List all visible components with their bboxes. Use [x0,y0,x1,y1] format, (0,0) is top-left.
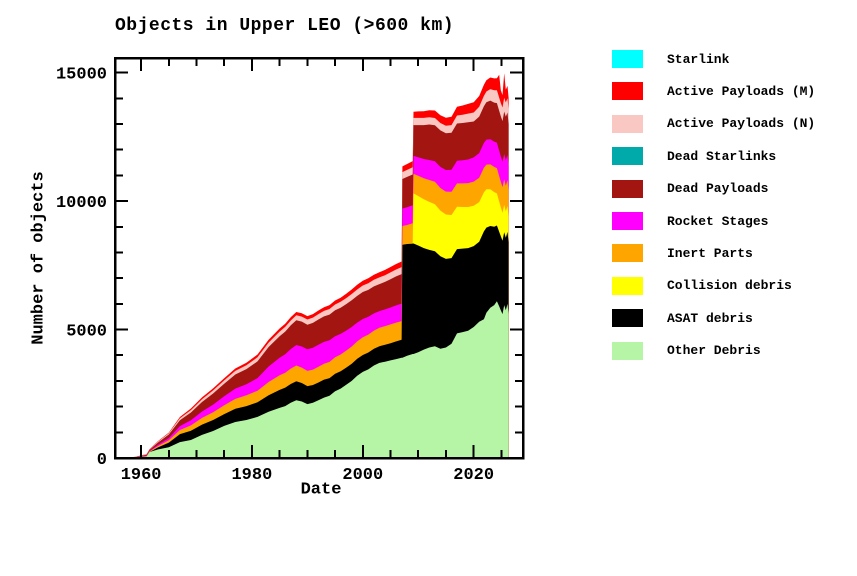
legend-label: Other Debris [667,343,761,359]
legend-label: Rocket Stages [667,213,769,229]
legend-label: Starlink [667,51,730,67]
legend-swatch [612,309,643,328]
legend-label: Active Payloads (M) [667,83,816,99]
plot-frame [113,56,525,460]
legend-swatch [612,114,643,133]
legend-item-inert-parts: Inert Parts [612,244,753,263]
legend-item-dead-payloads: Dead Payloads [612,179,769,198]
legend: Starlink Active Payloads (M) Active Payloa… [612,50,852,380]
legend-swatch [612,341,643,360]
legend-label: ASAT debris [667,310,753,326]
legend-swatch [612,212,643,230]
legend-item-dead-starlinks: Dead Starlinks [612,147,777,166]
legend-item-starlink: Starlink [612,50,729,68]
legend-swatch [612,82,643,101]
y-tick-label: 0 [97,451,107,470]
legend-swatch [612,147,643,166]
legend-swatch [612,179,643,198]
legend-label: Dead Starlinks [667,148,777,164]
y-tick-label: 15000 [56,66,107,85]
y-tick-label: 5000 [66,323,107,342]
legend-label: Active Payloads (N) [667,116,816,132]
legend-label: Dead Payloads [667,181,769,197]
legend-swatch [612,244,643,263]
legend-swatch [612,50,643,68]
x-tick-label: 1980 [231,466,272,485]
area-other-debris [124,301,509,458]
legend-label: Collision debris [667,278,792,294]
x-tick-label: 2000 [342,466,383,485]
legend-item-other-debris: Other Debris [612,341,761,360]
legend-swatch [612,276,643,295]
chart-title: Objects in Upper LEO (>600 km) [115,16,455,36]
y-tick-label: 10000 [56,194,107,213]
legend-item-rocket-stages: Rocket Stages [612,212,768,230]
legend-item-collision-debris: Collision debris [612,276,792,295]
x-axis-label: Date [300,480,342,500]
x-tick-label: 2020 [453,466,494,485]
x-tick-label: 1960 [121,466,162,485]
legend-item-active-payloads-m: Active Payloads (M) [612,82,816,101]
legend-item-asat-debris: ASAT debris [612,309,753,328]
legend-item-active-payloads-n: Active Payloads (N) [612,114,816,133]
legend-label: Inert Parts [667,245,753,261]
